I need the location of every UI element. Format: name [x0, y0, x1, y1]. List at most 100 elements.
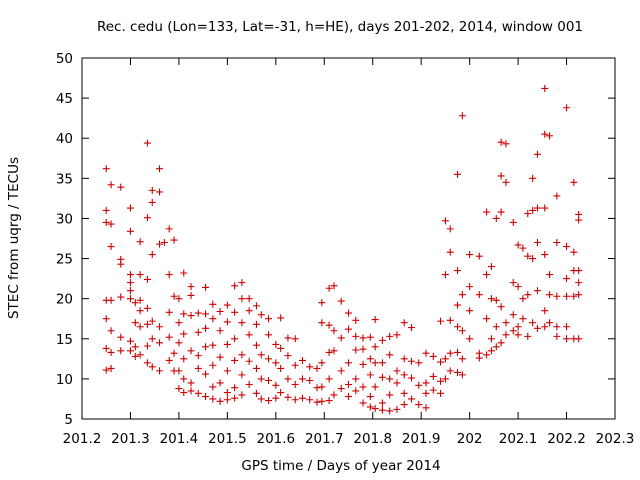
data-point [386, 407, 394, 415]
data-point [437, 377, 445, 385]
data-point [458, 371, 466, 379]
data-point [533, 150, 541, 158]
data-point [117, 347, 125, 355]
data-point [231, 384, 239, 392]
data-point [502, 319, 510, 327]
data-point [298, 394, 306, 402]
data-point [107, 327, 115, 335]
data-point [107, 364, 115, 372]
data-point [533, 204, 541, 212]
data-point [291, 361, 299, 369]
data-point [378, 373, 386, 381]
data-point [378, 406, 386, 414]
data-point [102, 206, 110, 214]
axes: 201.2 201.3 201.4 201.5 201.6 201.7 201.8 201.9… [56, 51, 635, 447]
data-point [143, 275, 151, 283]
data-point [533, 324, 541, 332]
data-point [386, 351, 394, 359]
data-point [487, 347, 495, 355]
y-tick-label: 35 [56, 171, 73, 187]
data-point [345, 309, 352, 317]
x-tick-label: 201.2 [63, 431, 102, 447]
data-point [359, 334, 367, 342]
data-point [170, 236, 178, 244]
data-point [509, 311, 517, 319]
data-point [441, 217, 449, 225]
data-point [325, 375, 333, 383]
data-point [570, 292, 578, 300]
data-point [422, 404, 430, 412]
x-tick-label: 202 [457, 431, 483, 447]
data-point [209, 395, 217, 403]
data-point [529, 319, 537, 327]
data-point [102, 366, 110, 374]
data-point [223, 318, 231, 326]
data-point [325, 348, 333, 356]
data-point [575, 335, 583, 343]
data-point [546, 291, 554, 299]
y-tick-label: 45 [56, 91, 73, 107]
data-point [298, 356, 306, 364]
data-point [483, 271, 491, 279]
data-point [126, 295, 134, 303]
data-point [524, 210, 532, 218]
data-point [143, 214, 151, 222]
data-point [359, 399, 367, 407]
data-point [325, 321, 333, 329]
data-point [487, 295, 495, 303]
data-point [223, 396, 231, 404]
data-point [337, 385, 345, 393]
data-point [514, 323, 522, 331]
data-point [371, 383, 379, 391]
data-point [563, 275, 571, 283]
data-point [475, 291, 483, 299]
data-point [143, 320, 151, 328]
data-point [117, 333, 125, 341]
data-point [492, 296, 500, 304]
data-point [371, 343, 379, 351]
data-point [313, 384, 321, 392]
data-point [546, 271, 554, 279]
data-point [245, 357, 253, 365]
data-point [575, 291, 583, 299]
data-point [400, 355, 408, 363]
data-point [509, 218, 517, 226]
data-point [257, 395, 265, 403]
data-point [107, 181, 115, 189]
data-point [441, 375, 449, 383]
data-point [497, 138, 505, 146]
data-point [345, 325, 352, 333]
data-point [202, 324, 210, 332]
data-point [393, 367, 401, 375]
data-point [378, 399, 386, 407]
data-point [126, 271, 134, 279]
data-point [483, 315, 491, 323]
data-point [231, 356, 239, 364]
data-point [325, 397, 333, 405]
plot-frame [81, 57, 616, 420]
data-point [454, 170, 462, 178]
data-point [238, 351, 246, 359]
data-point [175, 319, 183, 327]
data-point [337, 334, 345, 342]
x-tick-label: 202.1 [499, 431, 538, 447]
data-point [175, 295, 183, 303]
data-point [502, 140, 510, 148]
data-point [291, 335, 299, 343]
data-point [187, 379, 195, 387]
y-tick-label: 10 [56, 372, 73, 388]
data-point [466, 307, 474, 315]
data-point [245, 331, 253, 339]
data-point [509, 327, 517, 335]
data-point [194, 389, 202, 397]
data-point [454, 368, 462, 376]
data-point [575, 279, 583, 287]
data-point [180, 310, 188, 318]
data-point [313, 364, 321, 372]
data-point [272, 394, 280, 402]
data-point [487, 263, 495, 271]
x-axis-label: GPS time / Days of year 2014 [241, 458, 440, 474]
data-point [209, 383, 217, 391]
data-point [187, 312, 195, 320]
data-point [446, 225, 454, 233]
